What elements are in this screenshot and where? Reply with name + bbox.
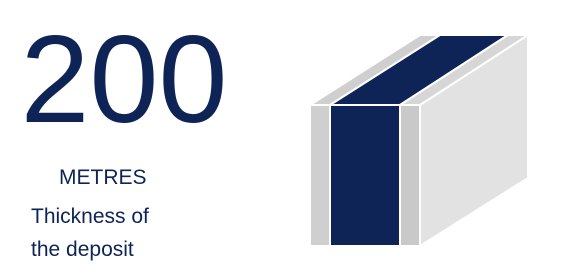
infographic: 200 METRES Thickness of the deposit <box>0 0 564 274</box>
unit-label: METRES <box>59 166 147 189</box>
big-number: 200 <box>21 11 228 149</box>
caption-line: Thickness of <box>31 205 149 228</box>
block-front-layer <box>330 105 400 246</box>
page: 200 METRES Thickness of the deposit (() … <box>0 0 564 274</box>
block-front-grey <box>400 105 420 246</box>
block-illustration <box>310 35 528 246</box>
block-front-grey <box>310 105 330 246</box>
caption-line: the deposit <box>31 238 134 261</box>
